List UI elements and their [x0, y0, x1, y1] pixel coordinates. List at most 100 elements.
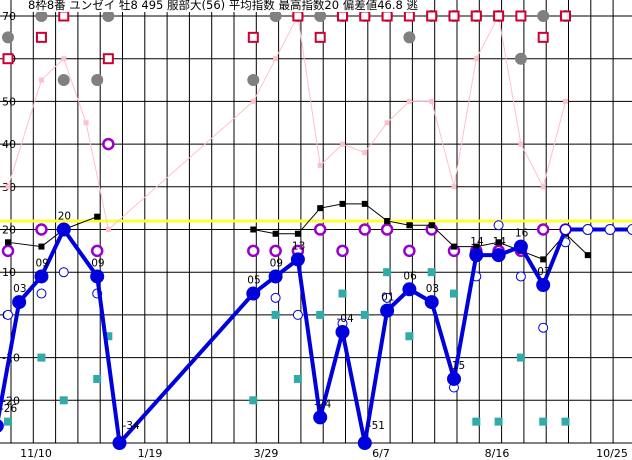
pink-point — [384, 120, 390, 126]
open-blue-marker — [515, 271, 526, 282]
pink-point — [518, 141, 524, 147]
purple-ring-marker — [358, 223, 372, 236]
data-label: -26 — [0, 403, 17, 415]
pink-point — [273, 56, 279, 62]
x-tick-label: 3/29 — [254, 447, 279, 460]
pink-point — [83, 120, 89, 126]
red-square-marker — [470, 10, 482, 22]
red-square-marker — [493, 10, 505, 22]
main-series-point — [313, 410, 328, 425]
main-series-point — [246, 286, 261, 301]
red-square-marker — [35, 31, 47, 43]
gray-dot — [57, 74, 70, 87]
data-label: 14 — [493, 236, 507, 248]
data-label: 05 — [247, 275, 260, 287]
teal-square-marker — [37, 353, 46, 362]
data-label: 07 — [537, 266, 550, 278]
average-point — [495, 239, 502, 246]
main-series-point — [447, 371, 461, 386]
x-tick-label: 1/19 — [138, 447, 163, 460]
pink-series-line — [7, 14, 566, 231]
gray-dot — [314, 10, 327, 22]
teal-square-marker — [316, 310, 325, 319]
data-label: 06 — [403, 270, 417, 282]
pink-point — [250, 98, 256, 104]
red-square-marker — [337, 10, 348, 22]
pink-point — [362, 150, 368, 156]
teal-square-marker — [4, 417, 12, 426]
pink-point — [563, 98, 568, 104]
purple-ring-marker — [380, 223, 394, 236]
average-point — [428, 222, 435, 229]
data-label: 13 — [292, 240, 305, 252]
teal-square-marker — [383, 268, 392, 277]
open-blue-marker — [382, 292, 393, 303]
x-tick-label: 6/7 — [372, 447, 390, 460]
red-square-marker — [403, 10, 415, 22]
pink-point — [473, 56, 479, 62]
main-series-point — [469, 248, 484, 263]
red-square-marker — [448, 10, 460, 22]
purple-ring-marker — [90, 244, 104, 258]
pink-point — [105, 227, 111, 232]
red-square-marker — [247, 31, 259, 43]
red-square-marker — [2, 53, 14, 65]
purple-ring-marker — [1, 244, 15, 258]
average-point — [540, 256, 547, 263]
purple-ring-marker — [269, 244, 282, 258]
average-point — [272, 230, 279, 237]
data-label: 14 — [470, 236, 484, 248]
data-label: -34 — [123, 420, 140, 432]
teal-square-marker — [338, 289, 347, 298]
main-series-point — [626, 224, 632, 235]
main-series-point — [582, 224, 594, 235]
main-series-point — [536, 278, 551, 293]
main-series-point — [12, 295, 27, 310]
purple-ring-marker — [247, 244, 260, 258]
gray-dot — [537, 10, 550, 22]
pink-point — [451, 184, 457, 190]
purple-ring-marker — [536, 223, 550, 236]
gray-dot — [514, 52, 527, 65]
main-series-point — [513, 239, 528, 254]
data-label: 09 — [91, 257, 104, 269]
data-label: 09 — [270, 257, 283, 269]
teal-square-marker — [516, 353, 525, 362]
data-label: -15 — [448, 360, 465, 372]
teal-square-marker — [561, 417, 570, 426]
open-blue-marker — [493, 220, 504, 231]
data-label: 09 — [35, 257, 48, 269]
data-label: 03 — [13, 283, 26, 295]
data-label: -04 — [337, 313, 354, 325]
teal-square-marker — [539, 417, 548, 426]
pink-point — [317, 162, 323, 168]
data-label: 16 — [515, 228, 529, 240]
average-point — [294, 230, 301, 237]
average-point — [384, 217, 391, 224]
red-square-marker — [537, 31, 549, 43]
gray-dot — [269, 10, 282, 22]
data-label: 01 — [381, 292, 394, 304]
purple-ring-marker — [102, 137, 115, 151]
average-point — [5, 239, 11, 246]
main-series-point — [268, 269, 283, 284]
chart-title: 8枠8番 ユンゼイ 牡8 495 服部大(56) 平均指数 最高指数20 偏差値… — [28, 0, 418, 12]
open-blue-marker — [3, 309, 13, 320]
red-square-marker — [426, 10, 438, 22]
pink-point — [38, 77, 44, 83]
red-square-marker — [314, 31, 326, 43]
red-square-marker — [560, 10, 571, 22]
purple-ring-marker — [336, 244, 349, 258]
average-point — [361, 200, 368, 207]
red-square-marker — [292, 10, 304, 22]
main-series-point — [34, 269, 49, 284]
main-series-line — [0, 227, 632, 445]
data-label: -24 — [314, 398, 331, 410]
average-point — [250, 226, 257, 233]
data-label: 20 — [58, 211, 71, 223]
pink-point — [429, 98, 435, 104]
y-tick-label: 40 — [2, 138, 16, 151]
main-series-point — [491, 248, 506, 263]
main-series-point — [424, 295, 439, 310]
